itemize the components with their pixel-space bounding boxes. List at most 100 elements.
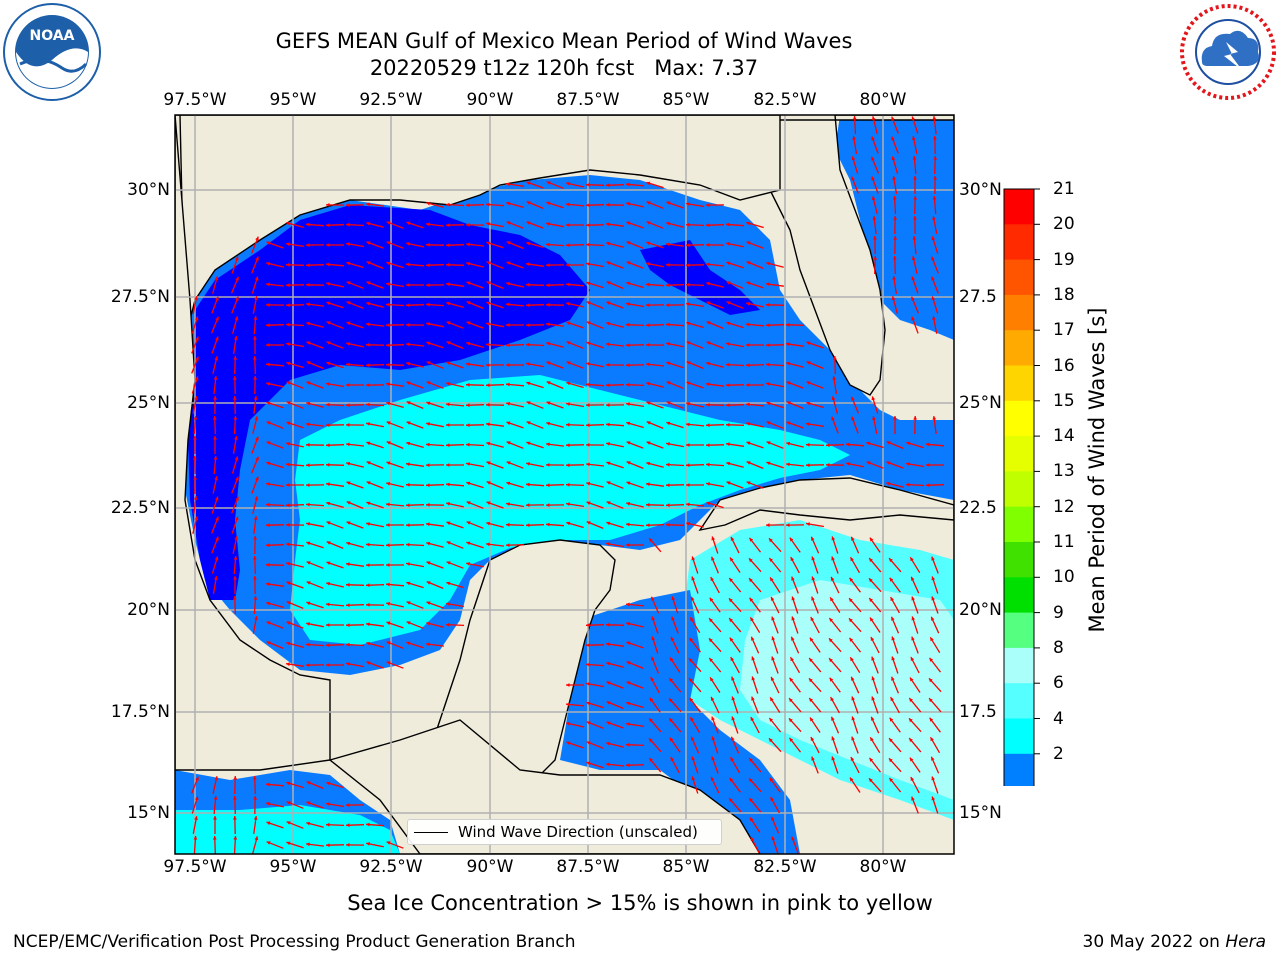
wind-wave-arrow-head bbox=[366, 641, 371, 646]
legend-label: Wind Wave Direction (unscaled) bbox=[458, 823, 698, 841]
wind-wave-arrow-head bbox=[266, 543, 270, 548]
lon-tick-top: 95°W bbox=[269, 90, 317, 110]
wind-wave-arrow-head bbox=[486, 363, 490, 367]
wind-wave-arrow-head bbox=[266, 343, 270, 347]
wind-wave-arrow-head bbox=[486, 281, 491, 285]
lat-tick-left: 22.5°N bbox=[110, 498, 170, 518]
wind-wave-arrow-head bbox=[366, 481, 371, 485]
wind-wave-arrow-head bbox=[386, 601, 390, 606]
wind-wave-arrow-head bbox=[366, 402, 370, 407]
wind-wave-arrow-head bbox=[666, 303, 670, 307]
wind-wave-arrow-head bbox=[911, 596, 915, 601]
wind-wave-arrow-head bbox=[911, 276, 915, 281]
wind-wave-arrow-head bbox=[346, 222, 350, 227]
wind-wave-arrow-head bbox=[893, 236, 898, 240]
wind-wave-arrow-head bbox=[892, 196, 897, 200]
wind-wave-arrow-head bbox=[366, 202, 370, 207]
wind-wave-arrow-head bbox=[426, 561, 431, 565]
footer-date: 30 May 2022 on Hera bbox=[1083, 932, 1267, 952]
wind-wave-arrow-head bbox=[195, 356, 199, 361]
wind-wave-arrow-head bbox=[912, 236, 917, 240]
wind-wave-arrow-head bbox=[606, 542, 610, 546]
wind-wave-arrow-head bbox=[326, 341, 331, 345]
wind-wave-arrow-head bbox=[386, 421, 391, 425]
wind-wave-arrow-head bbox=[286, 503, 290, 508]
wind-wave-arrow-head bbox=[326, 843, 330, 848]
chart-subtitle: 20220529 t12z 120h fcst Max: 7.37 bbox=[369, 56, 759, 80]
wind-wave-arrow-head bbox=[706, 243, 710, 247]
wind-wave-arrow-head bbox=[666, 342, 670, 346]
wind-wave-arrow-head bbox=[566, 381, 571, 386]
wind-wave-arrow-head bbox=[546, 242, 550, 247]
wind-wave-arrow-head bbox=[910, 557, 914, 562]
wind-wave-arrow-head bbox=[286, 361, 291, 366]
wind-wave-arrow-head bbox=[766, 302, 770, 307]
wind-wave-arrow-head bbox=[326, 623, 330, 627]
wind-wave-arrow-head bbox=[646, 303, 650, 307]
wind-wave-arrow-head bbox=[426, 601, 431, 605]
wind-wave-arrow-head bbox=[931, 556, 935, 561]
wind-wave-arrow-head bbox=[886, 441, 891, 445]
wind-wave-arrow-head bbox=[806, 401, 811, 406]
wind-wave-arrow-head bbox=[326, 382, 330, 386]
wind-wave-arrow-head bbox=[751, 676, 756, 681]
wind-wave-arrow-head bbox=[306, 483, 310, 487]
wind-wave-arrow-head bbox=[255, 456, 259, 461]
wind-wave-arrow-head bbox=[769, 558, 773, 562]
wind-wave-arrow-head bbox=[606, 521, 611, 526]
lon-tick-top: 85°W bbox=[662, 90, 710, 110]
wind-wave-arrow-head bbox=[566, 443, 570, 448]
wind-wave-arrow-head bbox=[746, 281, 751, 285]
wind-wave-arrow-head bbox=[933, 156, 938, 160]
wind-wave-arrow-head bbox=[586, 462, 590, 467]
wind-wave-arrow-head bbox=[326, 301, 331, 306]
wind-wave-arrow-head bbox=[286, 801, 291, 805]
wind-wave-arrow-head bbox=[386, 302, 390, 307]
wind-wave-arrow-head bbox=[526, 401, 531, 405]
wind-wave-arrow-head bbox=[606, 461, 611, 466]
wind-wave-arrow-head bbox=[235, 476, 239, 481]
wind-wave-arrow-head bbox=[233, 356, 238, 360]
footer-date-text: 30 May 2022 on bbox=[1082, 932, 1226, 952]
wind-wave-arrow-head bbox=[586, 643, 590, 647]
wind-wave-arrow-head bbox=[686, 321, 691, 326]
wind-wave-arrow-head bbox=[286, 542, 290, 547]
wind-wave-arrow-head bbox=[446, 321, 451, 325]
wind-wave-arrow-head bbox=[746, 383, 750, 387]
wind-wave-arrow-head bbox=[926, 483, 930, 488]
colorbar-label: 13 bbox=[1053, 461, 1075, 482]
wind-wave-arrow-head bbox=[234, 536, 238, 540]
lat-tick-left: 17.5°N bbox=[110, 702, 170, 722]
wind-wave-arrow-head bbox=[426, 401, 431, 406]
wind-wave-arrow-head bbox=[486, 441, 491, 446]
wind-wave-arrow-head bbox=[266, 502, 270, 507]
wind-wave-arrow-head bbox=[366, 661, 371, 665]
wind-wave-arrow-head bbox=[626, 481, 631, 485]
wind-wave-arrow-head bbox=[906, 441, 911, 446]
wind-wave-arrow-head bbox=[406, 503, 410, 508]
wind-wave-arrow-head bbox=[870, 637, 875, 641]
wind-wave-arrow-head bbox=[810, 737, 815, 741]
wind-wave-arrow-head bbox=[546, 283, 550, 288]
wind-wave-arrow-head bbox=[506, 261, 511, 265]
wind-wave-arrow-head bbox=[931, 756, 935, 761]
colorbar-segment bbox=[1004, 471, 1034, 508]
wind-wave-arrow-head bbox=[910, 657, 915, 661]
wind-wave-arrow-head bbox=[446, 581, 451, 586]
wind-wave-arrow-head bbox=[266, 641, 271, 645]
wind-wave-arrow-head bbox=[426, 361, 431, 365]
wind-wave-arrow-head bbox=[626, 461, 631, 465]
lat-tick-right: 17.5 bbox=[959, 702, 997, 722]
wind-wave-arrow-head bbox=[831, 716, 835, 721]
wind-wave-arrow-head bbox=[486, 301, 491, 306]
wind-wave-arrow-head bbox=[566, 202, 570, 207]
wind-wave-arrow-head bbox=[486, 241, 491, 246]
wind-wave-arrow-head bbox=[646, 482, 650, 487]
wind-wave-arrow-head bbox=[466, 203, 470, 208]
wind-wave-arrow-head bbox=[809, 637, 814, 642]
wind-wave-arrow-head bbox=[809, 658, 813, 662]
wind-wave-arrow-head bbox=[526, 241, 531, 246]
wind-wave-arrow-head bbox=[306, 821, 311, 826]
wind-wave-arrow-head bbox=[626, 501, 631, 506]
wind-wave-arrow-head bbox=[506, 201, 511, 206]
